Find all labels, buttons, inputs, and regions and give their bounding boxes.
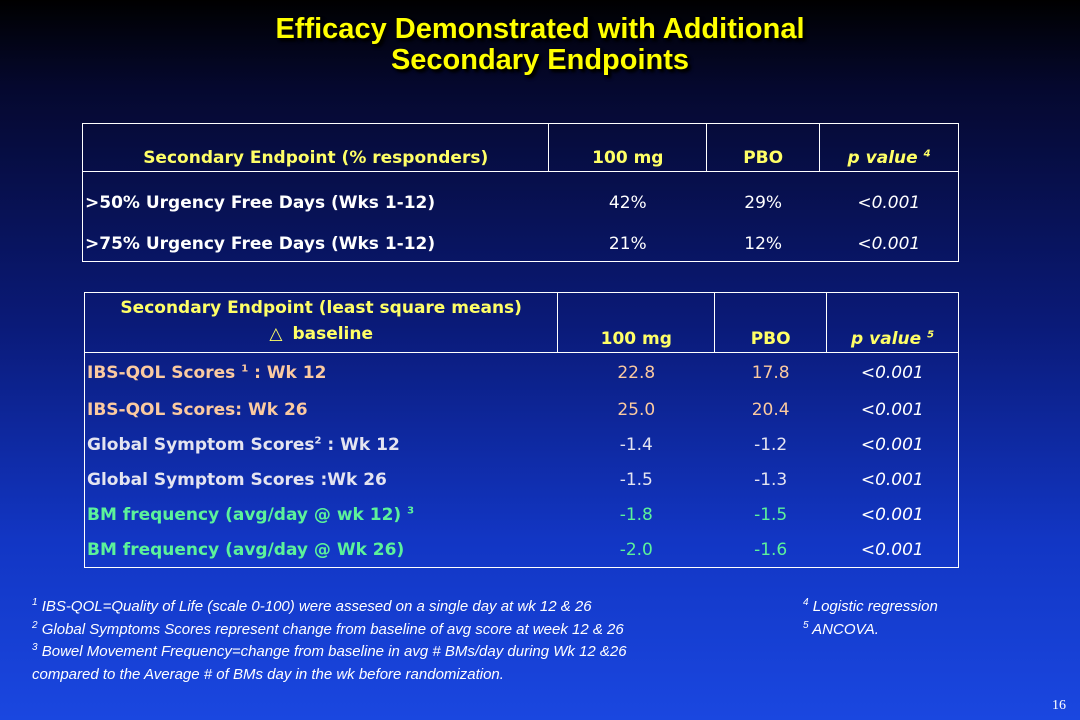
header-dose: 100 mg bbox=[557, 292, 716, 353]
pbo-value: -1.6 bbox=[754, 539, 788, 560]
table-row: BM frequency (avg/day @ wk 12) 3 -1.8 -1… bbox=[85, 498, 959, 533]
footnote-ref: 2 bbox=[314, 435, 322, 447]
row-label: IBS-QOL Scores 1 : Wk 12 bbox=[85, 353, 558, 393]
header-pbo: PBO bbox=[706, 123, 821, 172]
table-row: BM frequency (avg/day @ Wk 26) -2.0 -1.6… bbox=[85, 533, 959, 568]
pbo-value: 12% bbox=[744, 234, 783, 255]
footnote-text: Global Symptoms Scores represent change … bbox=[37, 620, 624, 638]
responders-table: Secondary Endpoint (% responders) 100 mg… bbox=[81, 123, 959, 262]
footnotes-left: 1 IBS-QOL=Quality of Life (scale 0-100) … bbox=[32, 596, 627, 686]
table-row: >75% Urgency Free Days (Wks 1-12) 21% 12… bbox=[83, 228, 959, 262]
header-pvalue: p value 4 bbox=[819, 123, 959, 172]
row-label-suffix: : Wk 12 bbox=[321, 435, 400, 455]
pvalue-label: p value bbox=[851, 329, 922, 349]
footnote-text: Bowel Movement Frequency=change from bas… bbox=[37, 643, 627, 660]
header-baseline: baseline bbox=[292, 324, 374, 344]
p-value: <0.001 bbox=[860, 539, 924, 560]
row-label-text: Global Symptom Scores bbox=[87, 435, 315, 455]
row-label: >75% Urgency Free Days (Wks 1-12) bbox=[85, 234, 436, 255]
pvalue-ref: 4 bbox=[923, 148, 931, 160]
header-endpoint: Secondary Endpoint (least square means) … bbox=[83, 292, 559, 353]
p-value: <0.001 bbox=[860, 362, 924, 383]
pbo-value: -1.3 bbox=[754, 470, 788, 490]
title-line-2: Secondary Endpoints bbox=[390, 44, 690, 76]
pbo-value: -1.5 bbox=[754, 505, 788, 525]
footnote-text: ANCOVA. bbox=[808, 620, 879, 638]
pbo-value: -1.2 bbox=[754, 435, 788, 455]
footnote: 4 Logistic regression bbox=[803, 596, 938, 619]
title-line-1: Efficacy Demonstrated with Additional bbox=[275, 13, 805, 45]
table-header-row: Secondary Endpoint (% responders) 100 mg… bbox=[81, 123, 959, 172]
header-dose: 100 mg bbox=[548, 123, 708, 172]
pbo-value: 20.4 bbox=[751, 400, 790, 420]
dose-value: 25.0 bbox=[617, 400, 656, 420]
table-row: Global Symptom Scores :Wk 26 -1.5 -1.3 <… bbox=[85, 463, 959, 498]
table-row: Global Symptom Scores2 : Wk 12 -1.4 -1.2… bbox=[85, 428, 959, 463]
pvalue-ref: 5 bbox=[927, 329, 935, 341]
footnote-ref: 5 bbox=[803, 619, 809, 631]
slide-number: 16 bbox=[1052, 698, 1066, 713]
row-label-suffix: : Wk 12 bbox=[248, 362, 327, 383]
table-row: >50% Urgency Free Days (Wks 1-12) 42% 29… bbox=[83, 172, 959, 228]
table-row: IBS-QOL Scores 1 : Wk 12 22.8 17.8 <0.00… bbox=[85, 353, 959, 393]
p-value: <0.001 bbox=[857, 234, 921, 255]
footnote-ref: 4 bbox=[803, 597, 809, 608]
row-label-text: IBS-QOL Scores bbox=[87, 362, 236, 383]
slide-title: Efficacy Demonstrated with Additional Se… bbox=[0, 14, 1080, 76]
header-endpoint-line1: Secondary Endpoint (least square means) bbox=[120, 298, 522, 318]
pbo-value: 29% bbox=[744, 192, 783, 213]
dose-value: -2.0 bbox=[619, 539, 653, 560]
footnote: 3 Bowel Movement Frequency=change from b… bbox=[32, 641, 627, 664]
dose-value: -1.5 bbox=[619, 470, 653, 490]
footnote: compared to the Average # of BMs day in … bbox=[32, 664, 627, 687]
footnote: 2 Global Symptoms Scores represent chang… bbox=[32, 619, 627, 642]
row-label: Global Symptom Scores2 : Wk 12 bbox=[85, 428, 558, 463]
header-endpoint: Secondary Endpoint (% responders) bbox=[81, 123, 550, 172]
p-value: <0.001 bbox=[860, 400, 924, 420]
p-value: <0.001 bbox=[857, 192, 921, 213]
footnote-text: IBS-QOL=Quality of Life (scale 0-100) we… bbox=[37, 598, 592, 615]
header-endpoint-line2: △ baseline bbox=[87, 321, 555, 347]
footnote-text: compared to the Average # of BMs day in … bbox=[32, 665, 504, 683]
footnote-ref: 3 bbox=[407, 505, 415, 517]
dose-value: 21% bbox=[608, 234, 647, 255]
row-label: BM frequency (avg/day @ wk 12) 3 bbox=[85, 498, 558, 533]
row-label-text: BM frequency (avg/day @ wk 12) bbox=[87, 505, 402, 525]
dose-value: 22.8 bbox=[617, 362, 656, 383]
row-label: >50% Urgency Free Days (Wks 1-12) bbox=[85, 192, 436, 213]
row-label: Global Symptom Scores :Wk 26 bbox=[87, 470, 387, 490]
p-value: <0.001 bbox=[860, 470, 924, 490]
row-label: IBS-QOL Scores: Wk 26 bbox=[87, 400, 308, 420]
footnote: 5 ANCOVA. bbox=[803, 619, 938, 642]
pvalue-label: p value bbox=[847, 148, 918, 168]
p-value: <0.001 bbox=[860, 435, 924, 455]
dose-value: 42% bbox=[608, 192, 647, 213]
footnote-text: Logistic regression bbox=[808, 598, 938, 615]
table-header-row: Secondary Endpoint (least square means) … bbox=[83, 292, 959, 353]
footnote-ref: 1 bbox=[241, 363, 249, 375]
footnote-ref: 3 bbox=[32, 642, 38, 653]
footnote: 1 IBS-QOL=Quality of Life (scale 0-100) … bbox=[32, 596, 627, 619]
table-row: IBS-QOL Scores: Wk 26 25.0 20.4 <0.001 bbox=[85, 393, 959, 428]
footnote-ref: 1 bbox=[32, 597, 38, 608]
dose-value: -1.8 bbox=[619, 505, 653, 525]
least-square-means-table: Secondary Endpoint (least square means) … bbox=[83, 292, 959, 568]
pbo-value: 17.8 bbox=[751, 362, 790, 383]
dose-value: -1.4 bbox=[619, 435, 653, 455]
header-pbo: PBO bbox=[714, 292, 828, 353]
footnote-ref: 2 bbox=[32, 619, 38, 631]
p-value: <0.001 bbox=[860, 505, 924, 525]
header-pvalue: p value 5 bbox=[826, 292, 959, 353]
delta-icon: △ bbox=[269, 324, 283, 344]
row-label: BM frequency (avg/day @ Wk 26) bbox=[87, 539, 405, 560]
footnotes-right: 4 Logistic regression 5 ANCOVA. bbox=[803, 596, 938, 641]
